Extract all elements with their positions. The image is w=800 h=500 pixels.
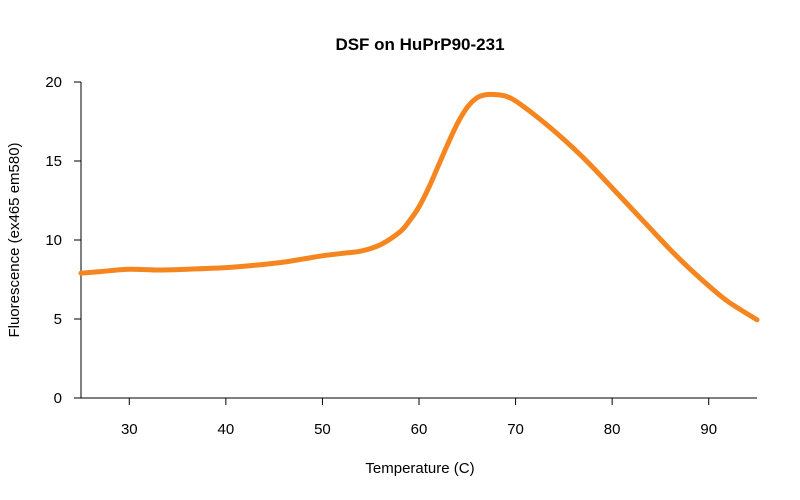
series-line bbox=[78, 91, 760, 323]
y-tick-label: 20 bbox=[45, 74, 62, 91]
y-axis-label: Fluorescence (ex465 em580) bbox=[6, 142, 23, 337]
axes: 30 40 50 60 70 80 90 0 5 10 15 20 bbox=[45, 74, 757, 438]
y-tick-label: 10 bbox=[45, 232, 62, 249]
x-tick-label: 40 bbox=[218, 421, 235, 438]
x-tick-label: 70 bbox=[507, 421, 524, 438]
y-tick-label: 0 bbox=[54, 390, 62, 407]
y-tick-label: 5 bbox=[54, 311, 62, 328]
x-tick-label: 60 bbox=[411, 421, 428, 438]
y-tick-label: 15 bbox=[45, 153, 62, 170]
x-tick-label: 30 bbox=[121, 421, 138, 438]
series-group bbox=[78, 91, 760, 323]
x-tick-label: 80 bbox=[604, 421, 621, 438]
chart-title: DSF on HuPrP90-231 bbox=[335, 35, 504, 54]
x-tick-label: 90 bbox=[700, 421, 717, 438]
x-axis-label: Temperature (C) bbox=[365, 460, 474, 477]
x-tick-label: 50 bbox=[314, 421, 331, 438]
